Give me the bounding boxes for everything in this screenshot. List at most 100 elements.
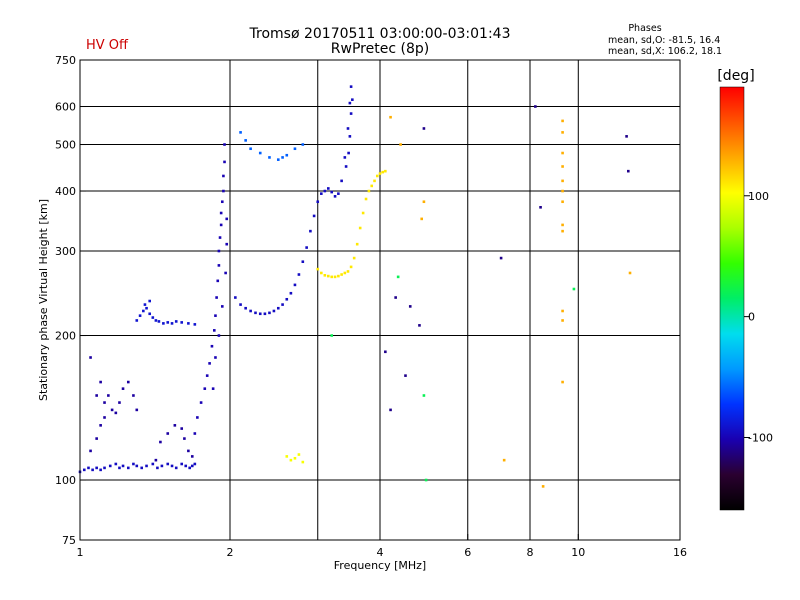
data-point-59 bbox=[162, 322, 165, 325]
colorbar-tick-label-100: 100 bbox=[748, 190, 769, 203]
data-point-74 bbox=[210, 344, 214, 348]
data-point-115 bbox=[316, 200, 320, 204]
data-point-187 bbox=[561, 131, 564, 134]
data-point-135 bbox=[258, 151, 262, 155]
data-point-90 bbox=[214, 356, 217, 359]
data-point-194 bbox=[561, 229, 564, 233]
data-point-54 bbox=[145, 306, 148, 310]
data-point-113 bbox=[309, 229, 312, 233]
data-point-91 bbox=[217, 334, 221, 337]
data-point-165 bbox=[285, 455, 289, 458]
data-point-129 bbox=[348, 135, 352, 138]
data-point-14 bbox=[140, 466, 144, 470]
data-point-143 bbox=[320, 271, 323, 275]
data-point-128 bbox=[349, 112, 353, 115]
data-point-60 bbox=[166, 321, 170, 324]
data-point-174 bbox=[389, 408, 392, 412]
data-point-137 bbox=[276, 158, 280, 161]
data-point-63 bbox=[180, 321, 184, 324]
data-point-150 bbox=[343, 271, 347, 275]
data-point-1 bbox=[82, 468, 86, 472]
data-point-72 bbox=[205, 374, 209, 377]
y-tick-label-500: 500 bbox=[55, 139, 76, 152]
data-point-103 bbox=[268, 311, 271, 315]
data-point-44 bbox=[166, 432, 170, 435]
data-point-81 bbox=[218, 236, 222, 239]
data-point-98 bbox=[244, 306, 247, 310]
data-point-18 bbox=[160, 464, 164, 468]
data-point-43 bbox=[159, 440, 162, 444]
x-tick-label-4: 4 bbox=[377, 546, 384, 559]
data-point-131 bbox=[344, 165, 348, 168]
data-point-88 bbox=[223, 143, 226, 146]
data-point-177 bbox=[499, 256, 503, 260]
data-point-191 bbox=[561, 189, 564, 193]
data-point-155 bbox=[358, 226, 362, 230]
data-point-25 bbox=[190, 464, 194, 468]
data-point-4 bbox=[95, 466, 98, 470]
data-point-55 bbox=[148, 312, 152, 316]
data-point-122 bbox=[340, 179, 343, 183]
data-point-94 bbox=[225, 242, 229, 246]
data-point-176 bbox=[422, 127, 426, 130]
data-point-109 bbox=[293, 283, 297, 287]
x-tick-label-2: 2 bbox=[227, 546, 234, 559]
data-point-190 bbox=[561, 179, 564, 183]
y-tick-label-400: 400 bbox=[55, 185, 76, 198]
data-point-79 bbox=[217, 264, 221, 267]
echo-points bbox=[78, 85, 632, 488]
colorbar-tick-label-0: 0 bbox=[748, 311, 755, 324]
data-point-83 bbox=[219, 211, 223, 215]
data-point-138 bbox=[281, 156, 284, 159]
data-point-93 bbox=[224, 271, 227, 275]
data-point-108 bbox=[289, 291, 293, 295]
data-point-85 bbox=[222, 189, 225, 193]
data-point-180 bbox=[625, 135, 628, 138]
data-point-118 bbox=[327, 187, 330, 190]
data-point-46 bbox=[180, 427, 184, 430]
data-point-100 bbox=[254, 311, 257, 315]
data-point-101 bbox=[258, 312, 262, 316]
data-point-149 bbox=[340, 273, 343, 276]
data-point-175 bbox=[384, 350, 387, 354]
data-point-36 bbox=[126, 380, 130, 384]
data-point-40 bbox=[99, 380, 102, 384]
data-point-82 bbox=[219, 223, 223, 227]
data-point-6 bbox=[103, 466, 106, 470]
data-point-104 bbox=[272, 309, 276, 313]
data-point-193 bbox=[561, 223, 564, 227]
data-point-144 bbox=[323, 274, 327, 277]
data-point-102 bbox=[263, 312, 267, 316]
data-point-28 bbox=[95, 437, 98, 440]
data-point-27 bbox=[89, 449, 92, 453]
data-point-136 bbox=[268, 156, 271, 159]
stats-o-mode: mean, sd,O: -81.5, 16.4 bbox=[608, 35, 720, 46]
stats-header: Phases bbox=[628, 23, 661, 34]
data-point-8 bbox=[114, 462, 118, 466]
x-tick-label-10: 10 bbox=[571, 546, 585, 559]
data-point-50 bbox=[89, 356, 92, 359]
data-point-3 bbox=[91, 468, 94, 472]
data-point-184 bbox=[422, 200, 426, 204]
data-point-192 bbox=[561, 200, 564, 204]
data-point-116 bbox=[320, 192, 323, 195]
data-point-181 bbox=[627, 169, 630, 173]
x-tick-label-6: 6 bbox=[464, 546, 471, 559]
data-point-198 bbox=[541, 485, 545, 488]
data-point-39 bbox=[95, 394, 98, 397]
data-point-53 bbox=[142, 309, 145, 313]
data-point-69 bbox=[196, 416, 199, 419]
data-point-24 bbox=[188, 466, 191, 470]
hv-status-label: HV Off bbox=[86, 38, 129, 53]
data-point-37 bbox=[132, 394, 135, 397]
data-point-163 bbox=[381, 170, 384, 174]
data-point-157 bbox=[364, 197, 368, 201]
data-point-80 bbox=[217, 249, 221, 253]
data-point-49 bbox=[190, 455, 194, 458]
data-point-126 bbox=[349, 85, 353, 88]
data-point-147 bbox=[333, 275, 337, 279]
data-point-153 bbox=[352, 256, 356, 260]
data-point-167 bbox=[293, 456, 297, 460]
data-point-162 bbox=[378, 172, 382, 175]
